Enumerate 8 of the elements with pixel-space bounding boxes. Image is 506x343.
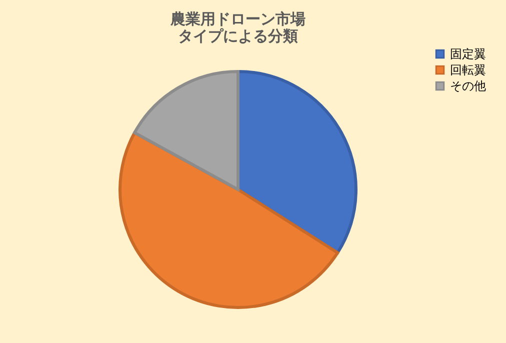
legend-label: その他: [450, 79, 486, 93]
pie-slice: [236, 70, 358, 254]
text: 農業用ドローン市場: [170, 12, 306, 28]
pie-slice: [133, 70, 240, 191]
legend-label: 固定翼: [450, 47, 486, 61]
legend-label: 回転翼: [450, 63, 486, 77]
text: タイプによる分類: [178, 29, 298, 45]
pie-slice: [118, 131, 340, 309]
